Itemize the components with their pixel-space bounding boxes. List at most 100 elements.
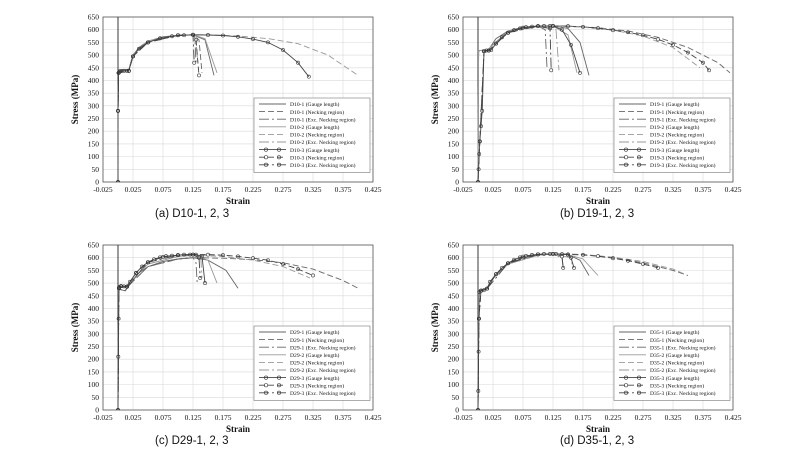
y-tick-label: 650 bbox=[88, 241, 100, 250]
legend-marker bbox=[276, 375, 281, 380]
legend-entry: D19-1 (Necking region) bbox=[650, 109, 704, 116]
legend: D10-1 (Gauge length)D10-1 (Necking regio… bbox=[253, 97, 371, 173]
data-point bbox=[296, 267, 300, 272]
data-point bbox=[476, 180, 480, 182]
data-point bbox=[561, 265, 566, 270]
x-tick-label: 0.125 bbox=[545, 413, 562, 422]
data-point bbox=[191, 252, 195, 257]
y-tick-label: 400 bbox=[448, 76, 460, 85]
legend-marker bbox=[636, 147, 641, 152]
legend-entry: D35-2 (Necking region) bbox=[650, 360, 704, 367]
x-tick-label: -0.025 bbox=[453, 185, 473, 194]
x-tick-label: 0.125 bbox=[185, 413, 202, 422]
y-tick-label: 300 bbox=[88, 101, 100, 110]
data-point bbox=[506, 261, 510, 266]
y-tick-label: 250 bbox=[448, 342, 460, 351]
data-point bbox=[596, 254, 600, 259]
y-tick-label: 500 bbox=[448, 279, 460, 288]
series-line bbox=[117, 34, 203, 182]
data-point bbox=[479, 288, 483, 293]
y-tick-label: 300 bbox=[88, 329, 100, 338]
data-point bbox=[281, 262, 285, 266]
legend-marker bbox=[263, 155, 268, 160]
y-tick-label: 150 bbox=[448, 139, 460, 148]
y-tick-label: 650 bbox=[448, 241, 460, 250]
y-tick-label: 550 bbox=[88, 266, 100, 275]
x-tick-label: 0.025 bbox=[485, 413, 502, 422]
legend-entry: D19-1 (Exc. Necking region) bbox=[650, 116, 716, 123]
x-tick-label: 0.425 bbox=[725, 185, 742, 194]
legend-entry: D29-3 (Necking region) bbox=[290, 382, 344, 389]
legend-marker bbox=[263, 162, 268, 167]
data-point bbox=[117, 286, 121, 291]
y-tick-label: 300 bbox=[448, 101, 460, 110]
y-tick-label: 200 bbox=[88, 355, 100, 364]
data-point bbox=[548, 26, 552, 31]
legend-entry: D10-2 (Gauge length) bbox=[290, 124, 340, 131]
y-tick-label: 650 bbox=[448, 13, 460, 22]
y-tick-label: 50 bbox=[452, 165, 460, 174]
x-tick-label: 0.075 bbox=[155, 413, 172, 422]
legend-box bbox=[253, 97, 371, 173]
y-tick-label: 600 bbox=[448, 25, 460, 34]
x-tick-label: 0.175 bbox=[575, 185, 592, 194]
data-point bbox=[176, 33, 180, 38]
x-tick-label: 0.375 bbox=[695, 185, 712, 194]
chart-panel-4: 0 50 100 150 200 250 300 350 400 450 500 550 600 650 -… bbox=[430, 241, 742, 435]
y-tick-label: 0 bbox=[455, 178, 459, 187]
y-tick-label: 600 bbox=[88, 25, 100, 34]
legend-entry: D10-2 (Necking region) bbox=[290, 132, 344, 139]
x-tick-label: 0.175 bbox=[575, 413, 592, 422]
legend-entry: D19-2 (Exc. Necking region) bbox=[650, 139, 716, 146]
legend: D35-1 (Gauge length)D35-1 (Necking regio… bbox=[613, 325, 731, 401]
data-point bbox=[626, 258, 630, 263]
legend-entry: D19-3 (Exc. Necking region) bbox=[650, 162, 716, 169]
series-line bbox=[477, 253, 564, 410]
data-point bbox=[119, 284, 123, 289]
data-point bbox=[281, 48, 285, 52]
legend-marker bbox=[636, 383, 641, 388]
data-point bbox=[506, 30, 510, 35]
data-point bbox=[671, 43, 675, 47]
y-tick-label: 450 bbox=[448, 63, 460, 72]
legend-entry: D19-2 (Necking region) bbox=[650, 132, 704, 139]
legend-box bbox=[613, 325, 731, 401]
y-tick-label: 100 bbox=[88, 380, 100, 389]
y-tick-label: 100 bbox=[448, 380, 460, 389]
data-point bbox=[125, 284, 129, 289]
legend-marker bbox=[263, 147, 268, 152]
y-tick-label: 650 bbox=[88, 13, 100, 22]
plot-frame bbox=[462, 244, 734, 411]
legend-box bbox=[253, 325, 371, 401]
data-point bbox=[500, 265, 504, 270]
y-tick-label: 500 bbox=[448, 51, 460, 60]
series-line bbox=[117, 254, 311, 410]
legend-entry: D19-1 (Gauge length) bbox=[650, 101, 700, 108]
x-tick-label: 0.175 bbox=[215, 413, 232, 422]
legend-entry: D10-1 (Exc. Necking region) bbox=[290, 116, 356, 123]
data-point bbox=[701, 60, 705, 65]
legend-marker bbox=[623, 375, 628, 380]
y-tick-label: 400 bbox=[88, 304, 100, 313]
legend-marker bbox=[623, 155, 628, 160]
data-point bbox=[482, 49, 486, 54]
y-tick-label: 600 bbox=[88, 253, 100, 262]
data-point bbox=[116, 408, 120, 410]
data-point bbox=[251, 256, 255, 261]
x-tick-label: 0.125 bbox=[545, 185, 562, 194]
data-point bbox=[221, 33, 225, 38]
legend-entry: D35-1 (Necking region) bbox=[650, 337, 704, 344]
legend-marker bbox=[623, 383, 628, 388]
legend-marker bbox=[263, 375, 268, 380]
legend-entry: D19-2 (Gauge length) bbox=[650, 124, 700, 131]
legend-entry: D10-1 (Necking region) bbox=[290, 109, 344, 116]
legend-entry: D10-3 (Necking region) bbox=[290, 154, 344, 161]
data-point bbox=[146, 260, 150, 265]
data-point bbox=[560, 254, 564, 259]
y-axis-label: Stress (MPa) bbox=[70, 75, 80, 125]
legend-marker bbox=[263, 390, 268, 395]
legend-marker bbox=[636, 155, 641, 160]
data-point bbox=[306, 74, 311, 79]
series-group bbox=[116, 32, 359, 182]
